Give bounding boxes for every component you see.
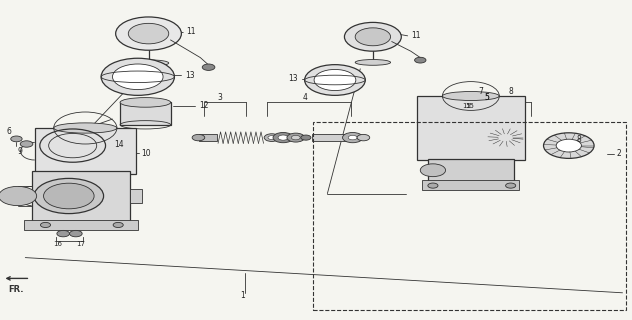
Circle shape	[301, 135, 311, 140]
Circle shape	[70, 230, 82, 237]
Circle shape	[488, 129, 523, 147]
Circle shape	[498, 134, 513, 141]
Bar	[199, 134, 217, 141]
Circle shape	[202, 64, 215, 70]
Circle shape	[444, 134, 459, 141]
Text: 16: 16	[54, 241, 63, 247]
Bar	[313, 122, 626, 310]
Text: 5: 5	[484, 93, 489, 102]
Ellipse shape	[54, 123, 117, 133]
Bar	[417, 96, 525, 160]
Ellipse shape	[355, 60, 391, 65]
Circle shape	[544, 133, 594, 158]
Bar	[422, 180, 520, 190]
Text: 8: 8	[508, 87, 513, 96]
Circle shape	[0, 186, 37, 205]
Text: 8: 8	[576, 135, 581, 144]
Circle shape	[101, 58, 174, 95]
Circle shape	[357, 134, 370, 141]
Text: 5: 5	[484, 93, 489, 102]
Text: 3: 3	[217, 93, 222, 102]
Bar	[428, 159, 514, 181]
Circle shape	[113, 222, 123, 228]
Ellipse shape	[442, 92, 499, 100]
Circle shape	[128, 23, 169, 44]
Circle shape	[57, 230, 70, 237]
Circle shape	[264, 134, 279, 141]
Text: 14: 14	[114, 140, 123, 149]
Circle shape	[278, 135, 288, 140]
Text: 15: 15	[462, 103, 471, 108]
Circle shape	[314, 69, 356, 91]
Circle shape	[343, 132, 363, 143]
Circle shape	[420, 164, 446, 177]
Circle shape	[44, 183, 94, 209]
Text: 11: 11	[411, 31, 420, 40]
Bar	[24, 220, 138, 230]
Bar	[312, 134, 351, 141]
Text: FR.: FR.	[8, 285, 23, 294]
Circle shape	[428, 183, 438, 188]
Circle shape	[438, 131, 466, 145]
Bar	[120, 102, 171, 125]
Circle shape	[348, 135, 357, 140]
Text: 15: 15	[465, 103, 474, 108]
Text: 2: 2	[616, 149, 621, 158]
Text: 10: 10	[141, 149, 150, 158]
Ellipse shape	[120, 98, 171, 107]
Text: 4: 4	[303, 93, 308, 102]
Circle shape	[34, 179, 104, 214]
Circle shape	[273, 132, 293, 143]
Circle shape	[20, 141, 33, 147]
Text: 7: 7	[478, 87, 483, 96]
Bar	[32, 171, 130, 221]
Text: 17: 17	[76, 241, 85, 247]
Ellipse shape	[128, 60, 169, 66]
Text: 9: 9	[18, 148, 23, 156]
Circle shape	[11, 136, 22, 142]
Circle shape	[291, 135, 300, 140]
Circle shape	[112, 64, 163, 90]
Circle shape	[287, 133, 305, 142]
Circle shape	[268, 136, 276, 140]
Text: 6: 6	[6, 127, 11, 136]
Text: 11: 11	[186, 28, 196, 36]
Circle shape	[415, 57, 426, 63]
Text: 1: 1	[240, 292, 245, 300]
Circle shape	[344, 22, 401, 51]
Text: 12: 12	[199, 101, 209, 110]
Circle shape	[305, 65, 365, 95]
Circle shape	[355, 28, 391, 46]
Bar	[130, 188, 142, 204]
Circle shape	[116, 17, 181, 50]
Bar	[35, 128, 136, 174]
Circle shape	[192, 134, 205, 141]
Circle shape	[506, 183, 516, 188]
Circle shape	[556, 139, 581, 152]
Text: 13: 13	[185, 71, 195, 80]
Text: 13: 13	[289, 74, 298, 83]
Circle shape	[40, 222, 51, 228]
